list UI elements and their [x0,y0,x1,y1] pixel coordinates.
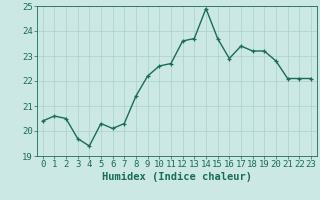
X-axis label: Humidex (Indice chaleur): Humidex (Indice chaleur) [102,172,252,182]
